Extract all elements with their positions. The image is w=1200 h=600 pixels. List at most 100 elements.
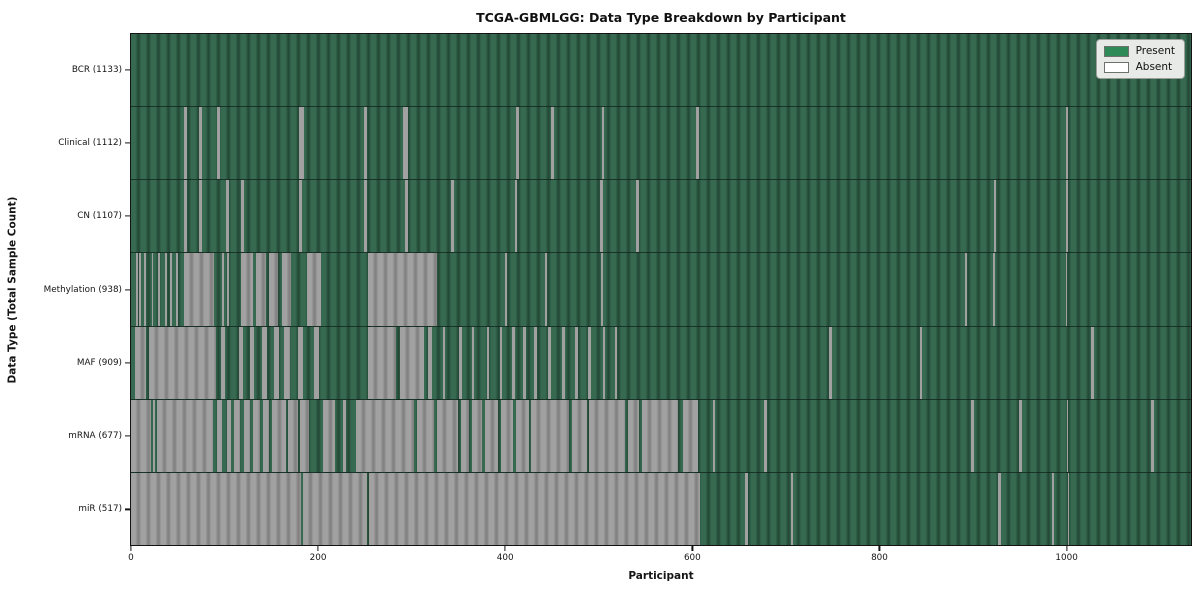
x-tick-label: 1000 (1055, 553, 1078, 563)
x-axis-title: Participant (628, 570, 694, 582)
absent-segment (367, 253, 437, 326)
legend-present-label: Present (1135, 45, 1175, 57)
absent-segment (281, 253, 291, 326)
absent-segment (343, 399, 347, 472)
absent-segment (1065, 253, 1068, 326)
absent-segment (405, 180, 408, 253)
absent-segment (442, 326, 446, 399)
absent-segment (241, 180, 245, 253)
absent-segment (288, 399, 298, 472)
absent-segment (992, 253, 995, 326)
absent-segment (284, 326, 291, 399)
absent-segment (322, 399, 335, 472)
absent-segment (139, 253, 142, 326)
absent-segment (199, 180, 203, 253)
x-tick-mark (130, 546, 132, 551)
absent-segment (1066, 399, 1069, 472)
absent-segment (1067, 472, 1070, 545)
absent-segment (471, 326, 475, 399)
absent-segment (971, 399, 974, 472)
x-axis-ticks: 0 200 400 600 800 1000 (128, 546, 1192, 572)
legend-item-present: Present (1103, 45, 1175, 57)
absent-segment (511, 326, 515, 399)
absent-segment (1065, 180, 1069, 253)
x-tick-mark (691, 546, 693, 551)
heatmap-row-methylation (131, 253, 1191, 327)
y-axis-ticks (123, 33, 130, 546)
legend-item-absent: Absent (1103, 61, 1175, 73)
absent-segment (499, 326, 503, 399)
y-tick-mark (125, 142, 130, 144)
absent-segment (227, 399, 232, 472)
heatmap-row-cn (131, 180, 1191, 254)
absent-segment (157, 399, 214, 472)
absent-segment (599, 180, 603, 253)
absent-segment (249, 326, 255, 399)
absent-segment (712, 399, 715, 472)
absent-segment (400, 326, 424, 399)
absent-segment (764, 399, 768, 472)
absent-segment (221, 253, 224, 326)
absent-segment (548, 326, 552, 399)
absent-segment (417, 399, 435, 472)
absent-segment (484, 399, 498, 472)
x-tick-label: 200 (309, 553, 327, 563)
absent-segment (241, 253, 253, 326)
absent-segment (790, 472, 794, 545)
absent-segment (459, 326, 463, 399)
x-tick-mark (504, 546, 506, 551)
absent-segment (964, 253, 968, 326)
absent-segment (175, 253, 178, 326)
absent-segment (601, 107, 605, 180)
y-tick-label: Methylation (938) (43, 284, 122, 295)
absent-segment (636, 180, 639, 253)
absent-segment (602, 326, 606, 399)
absent-segment (269, 253, 278, 326)
absent-segment (1090, 326, 1094, 399)
absent-segment (1150, 399, 1154, 472)
absent-segment (505, 253, 508, 326)
y-tick-label: miR (517) (78, 504, 122, 515)
absent-segment (363, 107, 367, 180)
absent-segment (299, 180, 303, 253)
absent-segment (614, 326, 618, 399)
absent-segment (148, 326, 217, 399)
absent-segment (199, 107, 203, 180)
absent-segment (217, 107, 220, 180)
y-tick-mark (125, 362, 130, 364)
absent-segment (184, 253, 215, 326)
absent-segment (314, 326, 320, 399)
absent-segment (514, 180, 518, 253)
absent-segment (256, 253, 266, 326)
absent-segment (486, 326, 490, 399)
heatmap-row-mir (131, 472, 1191, 545)
absent-segment (244, 399, 250, 472)
absent-segment (600, 253, 603, 326)
y-tick-mark (125, 69, 130, 71)
absent-segment (1051, 472, 1055, 545)
absent-segment (627, 399, 639, 472)
absent-segment (828, 326, 832, 399)
absent-segment (500, 399, 513, 472)
absent-segment (515, 399, 529, 472)
absent-segment (531, 399, 569, 472)
absent-segment (151, 253, 154, 326)
y-tick-label: mRNA (677) (68, 431, 122, 442)
absent-segment (403, 107, 408, 180)
absent-segment (545, 253, 548, 326)
absent-segment (233, 399, 241, 472)
absent-segment (227, 253, 230, 326)
absent-segment (450, 180, 454, 253)
absent-segment (217, 399, 222, 472)
absent-segment (170, 253, 173, 326)
legend: Present Absent (1095, 39, 1185, 79)
absent-segment (135, 253, 138, 326)
absent-segment (220, 326, 226, 399)
absent-segment (355, 399, 415, 472)
absent-segment (551, 107, 554, 180)
x-tick-label: 0 (128, 553, 134, 563)
absent-segment (1065, 107, 1069, 180)
absent-segment (562, 326, 566, 399)
x-tick-mark (1066, 546, 1068, 551)
absent-segment (226, 180, 230, 253)
